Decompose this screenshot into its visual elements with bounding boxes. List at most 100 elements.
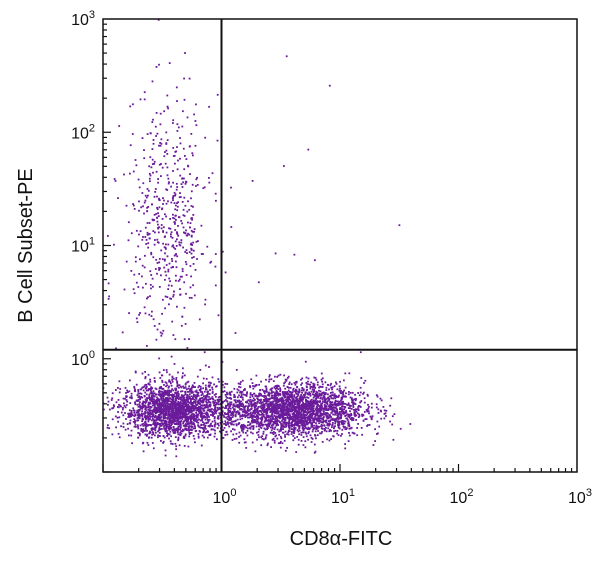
event-dot [242, 406, 245, 408]
event-dot [224, 382, 227, 385]
event-dot [144, 430, 146, 432]
event-dot [140, 388, 142, 391]
event-dot [355, 410, 358, 413]
event-dot [276, 428, 279, 431]
event-dot [168, 419, 171, 422]
event-dot [203, 429, 206, 432]
event-dot [300, 404, 302, 407]
event-dot [139, 392, 142, 395]
event-dot [270, 419, 273, 421]
event-dot [139, 398, 141, 401]
event-dot [344, 403, 347, 405]
event-dot [296, 412, 298, 415]
event-dot [304, 392, 307, 394]
event-dot [183, 215, 186, 217]
event-dot [347, 421, 350, 424]
event-dot [301, 431, 304, 434]
event-dot [199, 391, 202, 393]
event-dot [211, 172, 214, 175]
event-dot [171, 379, 174, 381]
event-dot [215, 199, 217, 202]
event-dot [172, 147, 175, 149]
event-dot [191, 390, 194, 393]
event-dot [282, 421, 285, 424]
event-dot [249, 411, 252, 414]
event-dot [214, 432, 216, 435]
event-dot [204, 416, 206, 418]
event-dot [210, 410, 212, 413]
event-dot [334, 425, 336, 428]
event-dot [153, 398, 155, 401]
event-dot [376, 395, 379, 398]
event-dot [307, 438, 309, 441]
event-dot [320, 402, 323, 405]
event-dot [134, 256, 137, 259]
event-dot [136, 417, 139, 419]
event-dot [144, 422, 147, 425]
event-dot [239, 391, 241, 394]
event-dot [226, 392, 229, 395]
event-dot [158, 371, 161, 374]
event-dot [323, 416, 325, 418]
event-dot [305, 408, 308, 410]
event-dot [176, 404, 179, 407]
event-dot [265, 411, 267, 414]
event-dot [193, 419, 195, 421]
event-dot [238, 401, 241, 403]
event-dot [256, 419, 259, 421]
event-dot [193, 401, 196, 403]
event-dot [203, 351, 206, 354]
event-dot [160, 402, 163, 405]
event-dot [274, 396, 277, 399]
event-dot [311, 417, 314, 420]
event-dot [274, 399, 277, 402]
event-dot [191, 244, 193, 246]
event-dot [245, 426, 248, 429]
event-dot [170, 398, 173, 401]
event-dot [345, 409, 347, 412]
event-dot [136, 394, 139, 397]
event-dot [240, 425, 242, 428]
event-dot [307, 383, 310, 386]
event-dot [290, 418, 293, 420]
event-dot [300, 434, 303, 436]
event-dot [124, 387, 127, 389]
event-dot [338, 421, 340, 424]
event-dot [347, 424, 350, 427]
event-dot [278, 433, 280, 436]
event-dot [366, 409, 369, 412]
event-dot [232, 414, 235, 417]
event-dot [228, 391, 231, 394]
event-dot [258, 428, 260, 431]
event-dot [310, 416, 313, 419]
event-dot [329, 404, 331, 407]
event-dot [307, 426, 310, 429]
event-dot [178, 397, 181, 399]
event-dot [179, 137, 181, 139]
event-dot [199, 389, 202, 392]
event-dot [353, 398, 356, 401]
event-dot [299, 411, 302, 414]
event-dot [215, 412, 217, 415]
event-dot [132, 103, 134, 106]
event-dot [166, 406, 169, 408]
event-dot [172, 430, 174, 432]
event-dot [149, 174, 152, 177]
event-dot [206, 411, 208, 414]
event-dot [252, 403, 255, 406]
event-dot [164, 414, 166, 416]
event-dot [286, 391, 289, 393]
event-dot [154, 406, 157, 409]
event-dot [204, 431, 207, 434]
event-dot [202, 412, 204, 415]
event-dot [115, 389, 117, 391]
event-dot [249, 396, 252, 399]
event-dot [355, 414, 358, 417]
event-dot [166, 433, 169, 436]
event-dot [350, 426, 353, 429]
event-dot [118, 403, 120, 406]
event-dot [304, 440, 307, 443]
event-dot [111, 407, 113, 410]
event-dot [287, 431, 290, 434]
event-dot [248, 404, 251, 407]
